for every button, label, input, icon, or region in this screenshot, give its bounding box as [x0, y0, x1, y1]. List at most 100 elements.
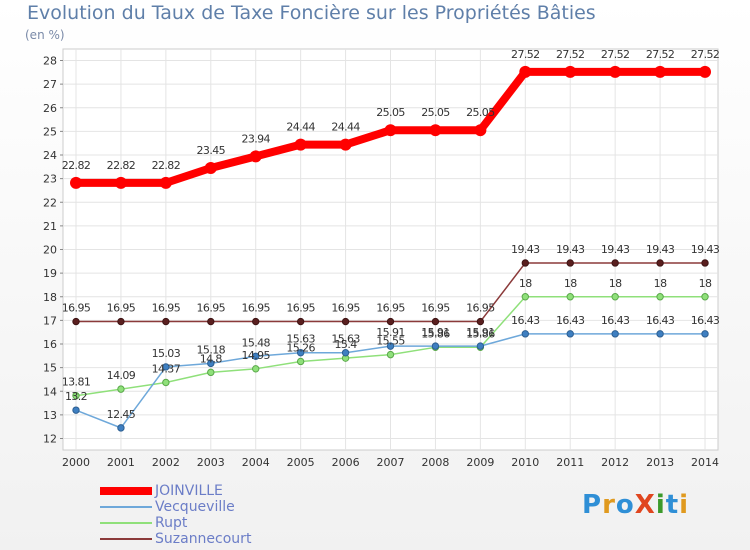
- data-point[interactable]: [386, 342, 395, 350]
- x-tick-label: 2004: [242, 456, 270, 469]
- data-point[interactable]: [339, 138, 352, 151]
- data-label: 15.4: [335, 338, 358, 351]
- data-point[interactable]: [431, 342, 440, 350]
- data-label: 16.95: [62, 302, 91, 315]
- data-point[interactable]: [117, 385, 125, 393]
- y-tick-label: 23: [43, 173, 57, 186]
- data-point[interactable]: [386, 317, 395, 326]
- data-point[interactable]: [341, 349, 350, 357]
- data-point[interactable]: [72, 406, 80, 414]
- data-point[interactable]: [204, 161, 217, 174]
- data-label: 18: [564, 277, 577, 290]
- data-point[interactable]: [386, 350, 395, 359]
- data-point[interactable]: [252, 317, 260, 326]
- data-label: 18: [609, 277, 622, 290]
- x-tick-label: 2012: [601, 456, 629, 469]
- data-label: 16.43: [556, 314, 585, 327]
- y-tick-label: 17: [43, 314, 57, 327]
- data-point[interactable]: [566, 330, 574, 338]
- data-point[interactable]: [519, 65, 532, 78]
- legend-item[interactable]: JOINVILLE: [100, 483, 251, 499]
- data-point[interactable]: [207, 317, 215, 326]
- data-point[interactable]: [521, 259, 529, 267]
- y-tick-label: 16: [43, 338, 57, 351]
- data-label: 15.48: [241, 336, 270, 349]
- data-point[interactable]: [474, 124, 487, 137]
- data-point[interactable]: [429, 124, 442, 137]
- data-label: 22.82: [152, 159, 181, 172]
- data-point[interactable]: [656, 259, 664, 267]
- data-point[interactable]: [611, 330, 619, 338]
- data-point[interactable]: [699, 65, 712, 78]
- legend-label: Rupt: [155, 515, 188, 531]
- legend-item[interactable]: Vecqueville: [100, 499, 251, 515]
- x-tick-label: 2009: [466, 456, 494, 469]
- data-point[interactable]: [159, 176, 172, 189]
- data-point[interactable]: [431, 317, 440, 326]
- data-label: 16.95: [197, 302, 226, 315]
- data-point[interactable]: [611, 259, 619, 267]
- data-label: 15.63: [286, 333, 315, 346]
- data-label: 15.63: [331, 333, 360, 346]
- data-label: 15.86: [421, 327, 450, 340]
- data-point[interactable]: [70, 176, 82, 189]
- data-point[interactable]: [384, 124, 397, 137]
- data-label: 16.95: [286, 302, 315, 315]
- y-tick-label: 12: [43, 433, 57, 446]
- data-point[interactable]: [252, 352, 260, 360]
- data-point[interactable]: [162, 378, 170, 387]
- data-point[interactable]: [476, 317, 485, 326]
- x-tick-label: 2008: [421, 456, 449, 469]
- data-label: 22.82: [107, 159, 136, 172]
- data-point[interactable]: [701, 293, 709, 301]
- legend-item[interactable]: Rupt: [100, 515, 251, 531]
- data-label: 12.45: [107, 408, 136, 421]
- y-tick-label: 28: [43, 55, 57, 68]
- data-point[interactable]: [566, 293, 574, 301]
- data-label: 13.81: [62, 376, 91, 389]
- data-point[interactable]: [117, 317, 125, 326]
- data-label: 27.52: [601, 48, 630, 61]
- data-point[interactable]: [701, 330, 709, 338]
- data-point[interactable]: [564, 65, 577, 78]
- legend-swatch: [100, 487, 152, 495]
- data-label: 15.91: [466, 326, 495, 339]
- data-point[interactable]: [72, 317, 80, 326]
- data-point[interactable]: [294, 138, 307, 151]
- logo-letter: i: [679, 490, 690, 520]
- data-point[interactable]: [252, 365, 260, 373]
- data-point[interactable]: [521, 293, 529, 301]
- data-label: 27.52: [646, 48, 675, 61]
- data-label: 15.86: [466, 327, 495, 340]
- data-point[interactable]: [296, 317, 305, 326]
- data-point[interactable]: [296, 349, 305, 357]
- data-point[interactable]: [207, 359, 215, 368]
- y-tick-label: 26: [43, 102, 57, 115]
- data-point[interactable]: [72, 392, 80, 400]
- data-point[interactable]: [611, 293, 619, 301]
- data-point[interactable]: [521, 330, 529, 338]
- data-point[interactable]: [476, 342, 485, 350]
- data-point[interactable]: [566, 259, 574, 267]
- data-point[interactable]: [654, 65, 667, 78]
- legend-item[interactable]: Suzannecourt: [100, 531, 251, 547]
- data-label: 25.05: [466, 106, 495, 119]
- data-point[interactable]: [656, 330, 664, 338]
- data-point[interactable]: [341, 317, 350, 326]
- data-point[interactable]: [656, 293, 664, 301]
- data-point[interactable]: [114, 176, 127, 189]
- data-point[interactable]: [609, 65, 622, 78]
- data-point[interactable]: [162, 363, 170, 371]
- x-tick-label: 2011: [556, 456, 584, 469]
- data-point[interactable]: [117, 424, 125, 432]
- data-point[interactable]: [162, 317, 170, 326]
- data-point[interactable]: [701, 259, 709, 267]
- data-label: 16.95: [241, 302, 270, 315]
- data-label: 15.91: [421, 326, 450, 339]
- data-point[interactable]: [249, 150, 262, 163]
- data-point[interactable]: [296, 357, 305, 366]
- x-tick-label: 2007: [377, 456, 405, 469]
- data-label: 15.91: [376, 326, 405, 339]
- data-point[interactable]: [207, 368, 215, 377]
